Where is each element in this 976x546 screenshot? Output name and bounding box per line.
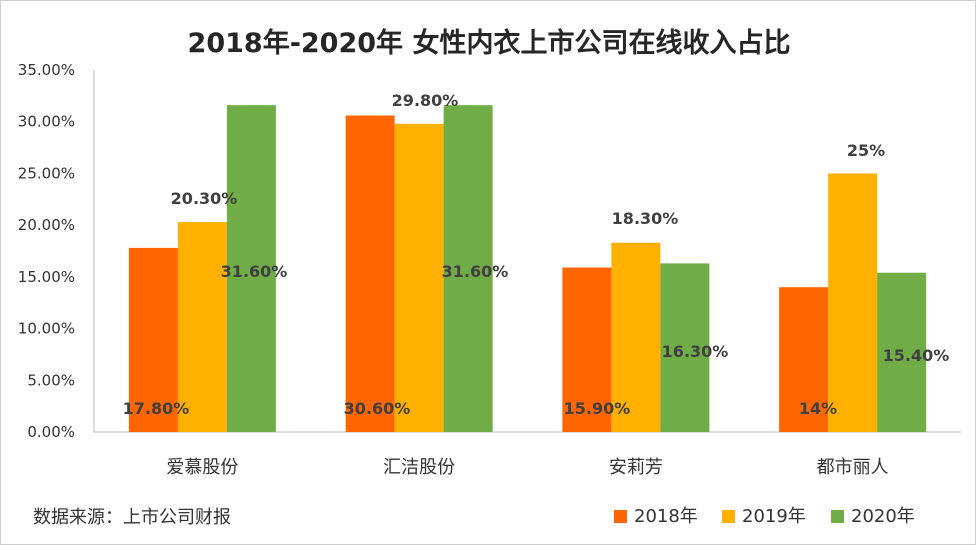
x-tick-label: 安莉芳	[609, 457, 663, 478]
y-tick-label: 15.00%	[18, 268, 75, 286]
legend-swatch	[614, 510, 627, 523]
x-tick-label: 汇洁股份	[383, 457, 455, 478]
chart-title: 2018年-2020年 女性内衣上市公司在线收入占比	[188, 27, 791, 59]
axes: 0.00% 5.00% 10.00% 15.00% 20.00% 25.00% 30.00%…	[18, 61, 961, 478]
bar	[877, 272, 927, 432]
data-label: 14%	[799, 399, 837, 418]
bar	[828, 173, 878, 432]
bar	[611, 242, 661, 432]
data-labels: 17.80% 30.60% 15.90% 14% 20.30% 29.80% 18.30% 2…	[123, 91, 950, 418]
legend-label: 2020年	[851, 506, 915, 527]
legend-label: 2018年	[634, 506, 698, 527]
legend-label: 2019年	[742, 506, 806, 527]
data-label: 25%	[847, 141, 885, 160]
legend-swatch	[722, 510, 735, 523]
y-tick-label: 5.00%	[27, 371, 75, 389]
y-tick-label: 25.00%	[18, 164, 75, 182]
bar	[128, 247, 178, 432]
bar	[394, 123, 444, 432]
source-note: 数据来源：上市公司财报	[33, 507, 231, 528]
data-label: 29.80%	[392, 91, 459, 110]
y-tick-label: 35.00%	[18, 61, 75, 79]
bar	[443, 105, 493, 432]
x-tick-label: 都市丽人	[817, 457, 889, 478]
bar	[562, 267, 612, 432]
data-label: 31.60%	[221, 262, 288, 281]
data-label: 30.60%	[344, 399, 411, 418]
y-tick-label: 0.00%	[27, 423, 75, 441]
bars	[128, 105, 927, 432]
data-label: 16.30%	[662, 342, 729, 361]
data-label: 17.80%	[123, 399, 190, 418]
y-tick-label: 10.00%	[18, 320, 75, 338]
legend: 2018年 2019年 2020年	[614, 506, 915, 527]
x-tick-label: 爱慕股份	[166, 457, 238, 478]
y-tick-label: 20.00%	[18, 216, 75, 234]
bar	[660, 263, 710, 432]
y-tick-label: 30.00%	[18, 113, 75, 131]
data-label: 15.40%	[883, 346, 950, 365]
bar	[177, 222, 227, 432]
bar	[779, 287, 829, 432]
bar	[226, 105, 276, 432]
data-label: 31.60%	[442, 262, 509, 281]
data-label: 20.30%	[171, 189, 238, 208]
bar	[345, 115, 395, 432]
legend-swatch	[831, 510, 844, 523]
data-label: 15.90%	[564, 399, 631, 418]
data-label: 18.30%	[612, 209, 679, 228]
